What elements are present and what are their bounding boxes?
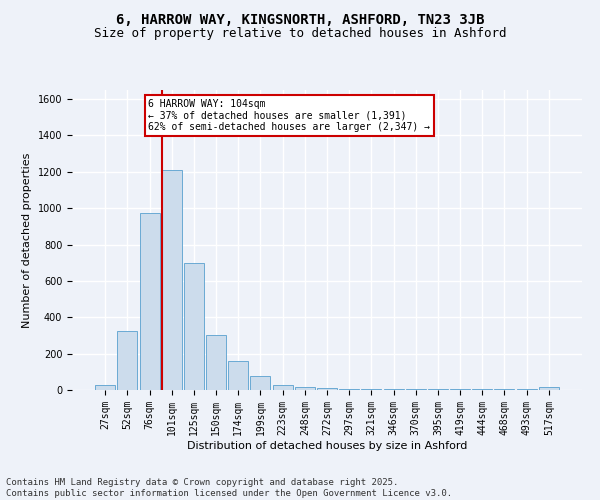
X-axis label: Distribution of detached houses by size in Ashford: Distribution of detached houses by size …	[187, 440, 467, 450]
Bar	[406, 389, 426, 390]
Bar	[494, 389, 514, 390]
Bar	[95, 386, 115, 390]
Bar	[162, 170, 182, 390]
Bar	[472, 389, 492, 390]
Bar	[339, 389, 359, 390]
Bar	[317, 388, 337, 390]
Bar	[140, 212, 160, 390]
Text: Contains HM Land Registry data © Crown copyright and database right 2025.
Contai: Contains HM Land Registry data © Crown c…	[6, 478, 452, 498]
Bar	[517, 389, 536, 390]
Bar	[118, 331, 137, 390]
Bar	[206, 334, 226, 390]
Bar	[361, 389, 382, 390]
Y-axis label: Number of detached properties: Number of detached properties	[22, 152, 32, 328]
Text: 6, HARROW WAY, KINGSNORTH, ASHFORD, TN23 3JB: 6, HARROW WAY, KINGSNORTH, ASHFORD, TN23…	[116, 12, 484, 26]
Bar	[250, 376, 271, 390]
Bar	[184, 262, 204, 390]
Bar	[383, 389, 404, 390]
Bar	[539, 388, 559, 390]
Text: 6 HARROW WAY: 104sqm
← 37% of detached houses are smaller (1,391)
62% of semi-de: 6 HARROW WAY: 104sqm ← 37% of detached h…	[149, 99, 431, 132]
Bar	[428, 388, 448, 390]
Bar	[450, 389, 470, 390]
Text: Size of property relative to detached houses in Ashford: Size of property relative to detached ho…	[94, 28, 506, 40]
Bar	[228, 361, 248, 390]
Bar	[295, 386, 315, 390]
Bar	[272, 385, 293, 390]
